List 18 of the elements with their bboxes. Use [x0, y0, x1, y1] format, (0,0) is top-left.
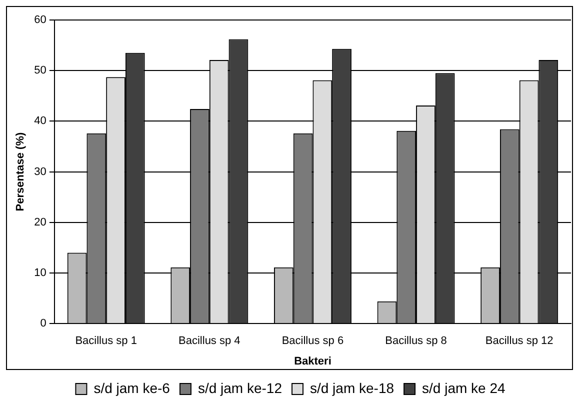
x-tick-label: Bacillus sp 12 [485, 335, 554, 348]
y-tick-label: 0 [40, 318, 46, 330]
x-tick-label: Bacillus sp 4 [178, 335, 240, 348]
legend-label: s/d jam ke-6 [94, 380, 170, 396]
x-tick-label: Bacillus sp 6 [282, 335, 344, 348]
legend-label: s/d jam ke-12 [198, 380, 282, 396]
x-tick-label: Bacillus sp 8 [385, 335, 447, 348]
x-axis-title: Bakteri [294, 355, 332, 368]
y-tick-label: 40 [34, 115, 46, 128]
y-tick-label: 50 [34, 64, 46, 77]
y-tick-label: 60 [34, 14, 46, 26]
legend-label: s/d jam ke-18 [310, 380, 394, 396]
y-tick-label: 30 [34, 166, 46, 178]
y-tick-label: 20 [34, 216, 46, 228]
x-tick-label: Bacillus sp 1 [75, 335, 137, 348]
y-axis-title: Persentase (%) [14, 132, 27, 212]
y-tick-label: 10 [34, 267, 46, 280]
legend-label: s/d jam ke 24 [422, 380, 506, 396]
